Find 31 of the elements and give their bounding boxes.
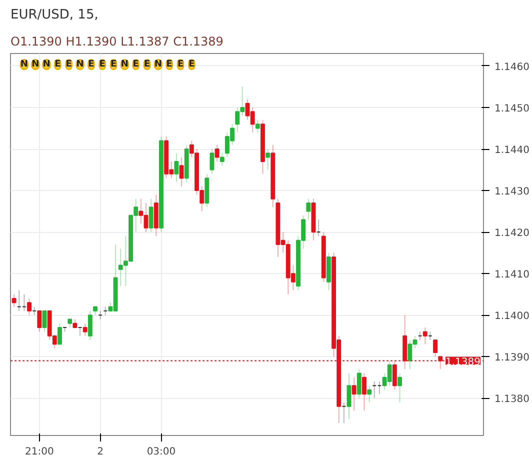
annotation: N bbox=[76, 60, 84, 70]
x-tick-label: 03:00 bbox=[146, 446, 176, 458]
annotation: N bbox=[42, 60, 50, 70]
annotation: E bbox=[54, 60, 61, 70]
annotation: E bbox=[132, 60, 139, 70]
y-tick-label: 1.1380 bbox=[494, 394, 530, 406]
y-tick-label: 1.1390 bbox=[494, 352, 530, 364]
y-tick-label: 1.1410 bbox=[494, 270, 530, 281]
chart-subtitle: O1.1390 H1.1390 L1.1387 C1.1389 bbox=[10, 34, 224, 48]
annotation: E bbox=[110, 60, 117, 70]
annotation: E bbox=[144, 60, 150, 70]
annotation: E bbox=[166, 60, 172, 70]
annotation: E bbox=[66, 60, 72, 70]
ref-line-label: 1.1389 bbox=[446, 356, 481, 368]
annotation: N bbox=[120, 60, 128, 70]
y-tick-label: 1.1450 bbox=[494, 103, 530, 114]
x-tick-label: 2 bbox=[97, 446, 104, 458]
annotation: E bbox=[177, 60, 184, 70]
annotation: E bbox=[99, 60, 106, 70]
annotation: N bbox=[32, 60, 40, 70]
y-tick-label: 1.1460 bbox=[494, 62, 530, 73]
annotation: N bbox=[20, 60, 28, 70]
y-tick-label: 1.1440 bbox=[494, 145, 530, 156]
annotation: E bbox=[188, 60, 195, 70]
y-tick-label: 1.1430 bbox=[494, 186, 530, 198]
chart-title: EUR/USD, 15, bbox=[10, 8, 98, 22]
y-tick-label: 1.1400 bbox=[494, 311, 530, 322]
x-tick-label: 21:00 bbox=[25, 446, 54, 458]
annotation: N bbox=[154, 60, 162, 70]
annotation: E bbox=[88, 60, 94, 70]
y-tick-label: 1.1420 bbox=[494, 228, 530, 240]
